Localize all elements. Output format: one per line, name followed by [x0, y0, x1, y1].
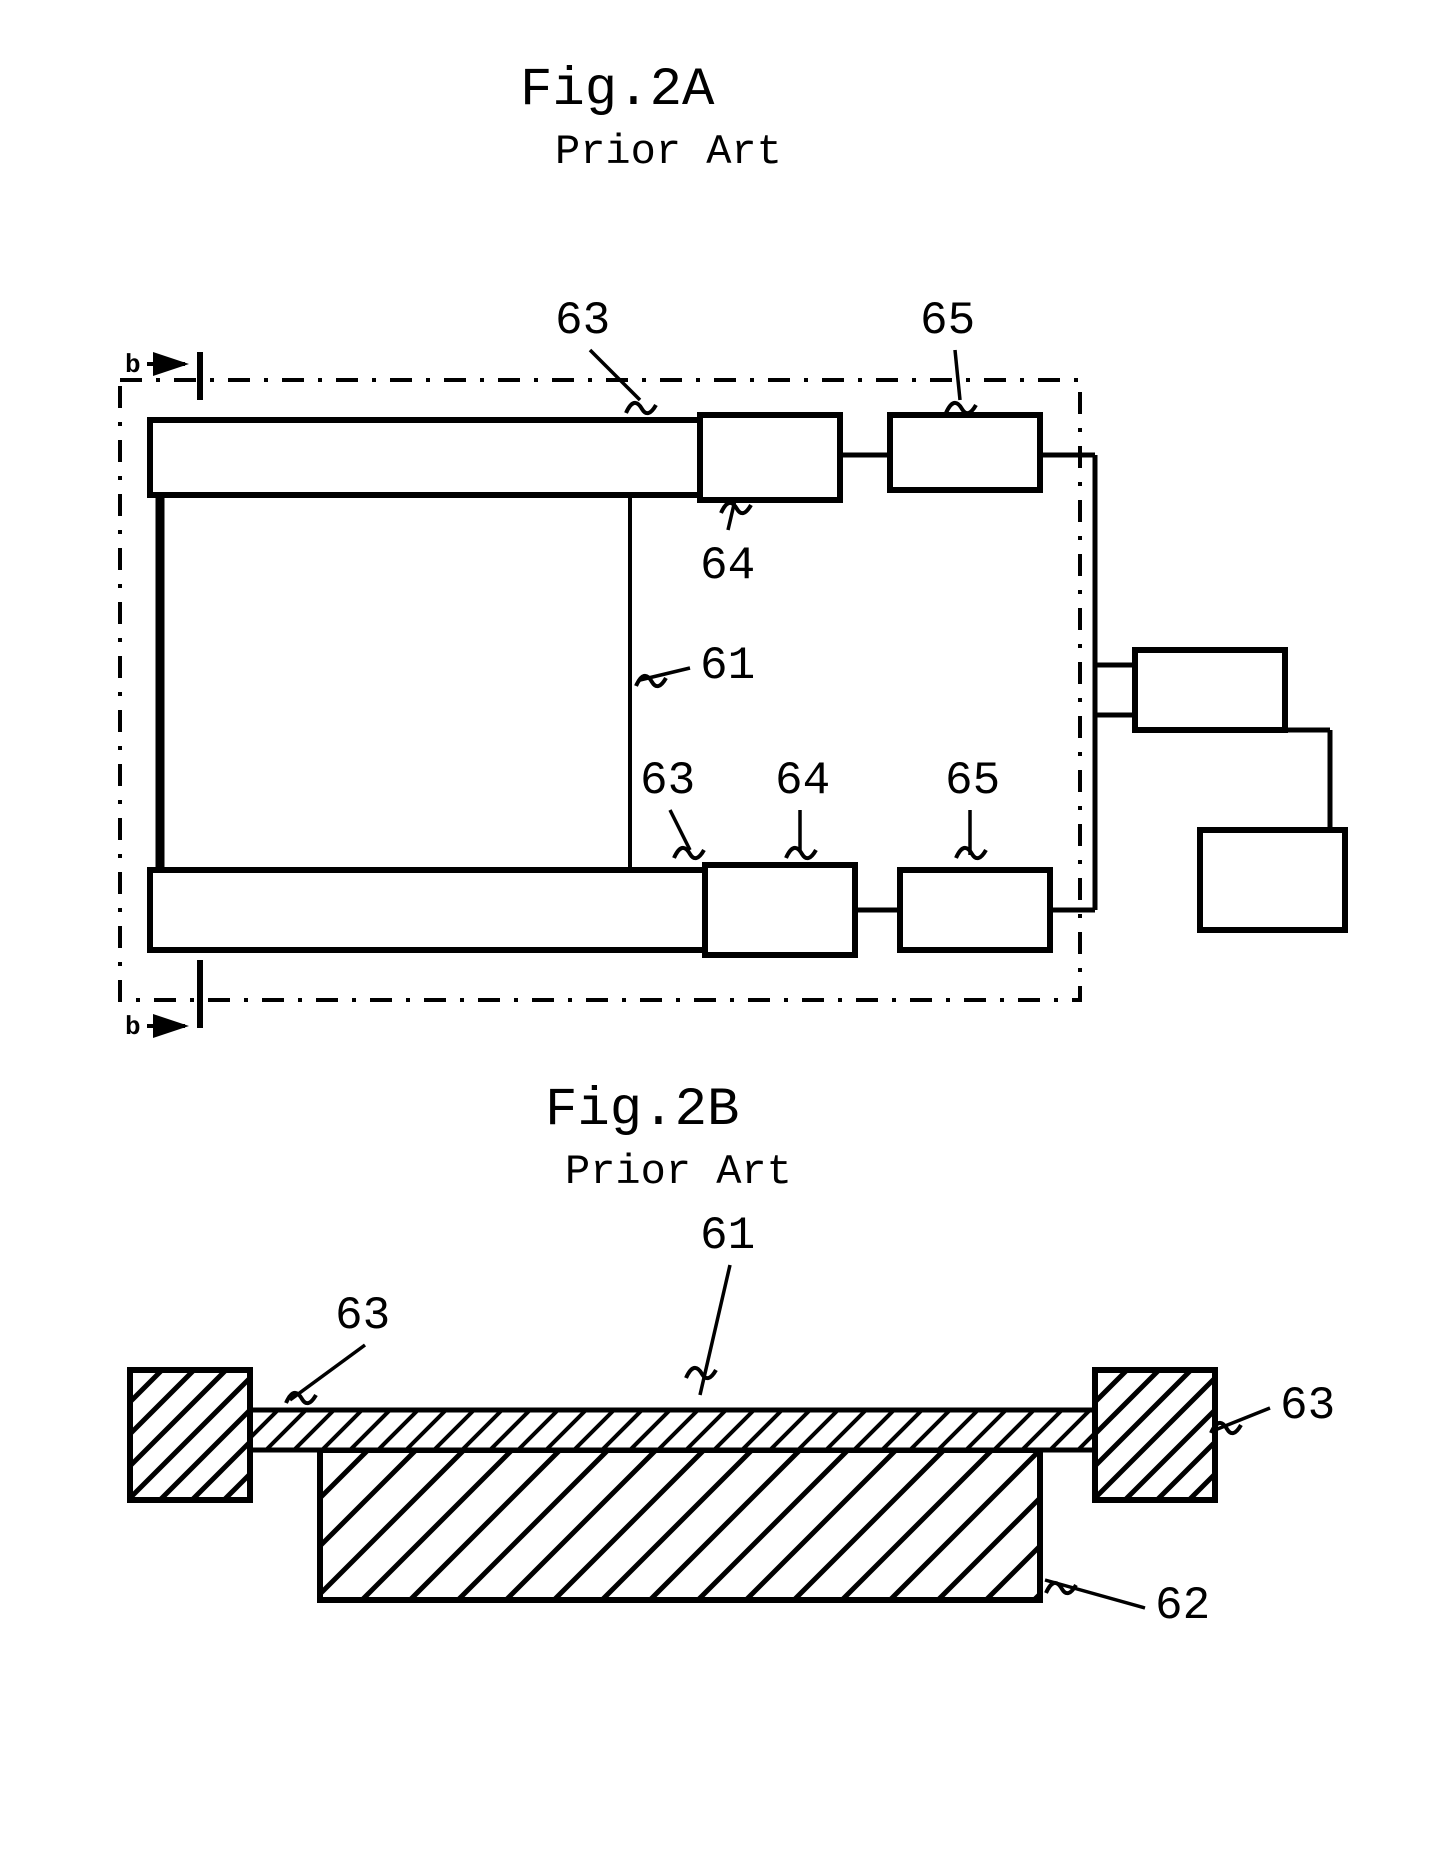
ref-label-64: 64	[775, 755, 830, 807]
ref-label-63: 63	[555, 295, 610, 347]
section-mark: b	[125, 1012, 141, 1042]
ref-label-64: 64	[700, 540, 755, 592]
ref-label-65: 65	[945, 755, 1000, 807]
ref-label-63: 63	[335, 1290, 390, 1342]
ref-label-62: 62	[1155, 1580, 1210, 1632]
figure-2b-subtitle: Prior Art	[565, 1148, 792, 1196]
diagram-canvas	[0, 0, 1447, 1857]
ref-label-61: 61	[700, 1210, 755, 1262]
ref-label-63: 63	[1280, 1380, 1335, 1432]
figure-2a-title: Fig.2A	[520, 60, 714, 121]
figure-2a-subtitle: Prior Art	[555, 128, 782, 176]
ref-label-65: 65	[920, 295, 975, 347]
ref-label-63: 63	[640, 755, 695, 807]
section-mark: b	[125, 350, 141, 380]
ref-label-61: 61	[700, 640, 755, 692]
figure-2b-title: Fig.2B	[545, 1080, 739, 1141]
